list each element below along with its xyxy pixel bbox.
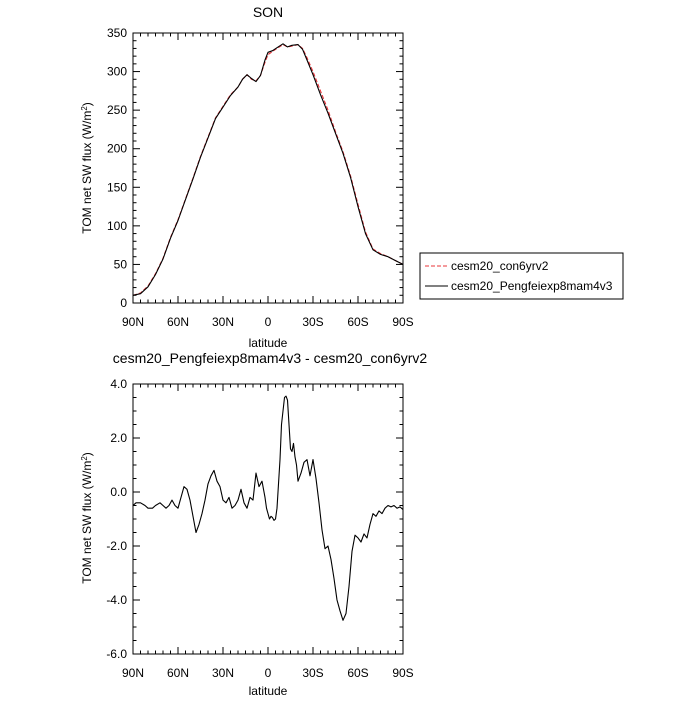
top-panel-frame — [132, 32, 404, 304]
top-panel-series — [132, 43, 404, 296]
top-panel-title: SON — [253, 4, 283, 20]
bottom-ytick-label: 4.0 — [110, 377, 127, 391]
legend-label-con6yrv2: cesm20_con6yrv2 — [451, 259, 549, 273]
bottom-ytick-label: -2.0 — [106, 539, 127, 553]
top-panel-ylabel: TOM net SW flux (W/m2) — [80, 102, 94, 234]
bottom-xtick-label: 90N — [122, 666, 144, 680]
top-series-line-0 — [132, 44, 404, 296]
top-ytick-label: 50 — [114, 257, 128, 271]
bottom-xtick-label: 60S — [347, 666, 368, 680]
bottom-ytick-label: -4.0 — [106, 593, 127, 607]
bottom-xtick-label: 0 — [265, 666, 272, 680]
top-xtick-label: 90N — [122, 315, 144, 329]
bottom-panel: cesm20_Pengfeiexp8mam4v3 - cesm20_con6yr… — [80, 350, 427, 698]
top-xtick-label: 60N — [167, 315, 189, 329]
legend-box — [419, 252, 624, 300]
bottom-ytick-label: -6.0 — [106, 647, 127, 661]
top-series-line-1 — [132, 43, 404, 296]
legend: cesm20_con6yrv2 cesm20_Pengfeiexp8mam4v3 — [419, 252, 624, 300]
top-ytick-label: 200 — [107, 142, 127, 156]
top-panel: SON 90N 60N 30N 0 30S 60S 90S 0 50 100 150 200 250 30… — [80, 4, 624, 350]
bottom-panel-frame — [132, 383, 404, 655]
top-ytick-label: 150 — [107, 180, 127, 194]
top-ytick-label: 0 — [120, 296, 127, 310]
bottom-ytick-label: 2.0 — [110, 431, 127, 445]
bottom-ytick-label: 0.0 — [110, 485, 127, 499]
bottom-series-line-0 — [132, 395, 404, 621]
bottom-xtick-label: 30S — [302, 666, 323, 680]
top-xtick-label: 30S — [302, 315, 323, 329]
bottom-panel-xlabel: latitude — [249, 684, 288, 698]
bottom-xtick-label: 90S — [392, 666, 413, 680]
top-xtick-label: 60S — [347, 315, 368, 329]
bottom-panel-series — [132, 395, 404, 621]
top-xtick-label: 0 — [265, 315, 272, 329]
bottom-xtick-label: 30N — [212, 666, 234, 680]
bottom-panel-axes: 90N 60N 30N 0 30S 60S 90S -6.0 -4.0 -2.0 0.0 2.0 4.0 — [106, 377, 413, 680]
top-panel-axes: 90N 60N 30N 0 30S 60S 90S 0 50 100 150 200 250 300 350 — [107, 26, 414, 329]
top-ytick-label: 300 — [107, 65, 127, 79]
bottom-panel-ylabel: TOM net SW flux (W/m2) — [80, 452, 94, 584]
legend-label-pengfei: cesm20_Pengfeiexp8mam4v3 — [451, 279, 613, 293]
top-ytick-label: 100 — [107, 219, 127, 233]
bottom-panel-title: cesm20_Pengfeiexp8mam4v3 - cesm20_con6yr… — [113, 350, 428, 366]
top-xtick-label: 30N — [212, 315, 234, 329]
top-panel-xlabel: latitude — [249, 336, 288, 350]
bottom-xtick-label: 60N — [167, 666, 189, 680]
top-xtick-label: 90S — [392, 315, 413, 329]
top-ytick-label: 250 — [107, 103, 127, 117]
top-ytick-label: 350 — [107, 26, 127, 40]
